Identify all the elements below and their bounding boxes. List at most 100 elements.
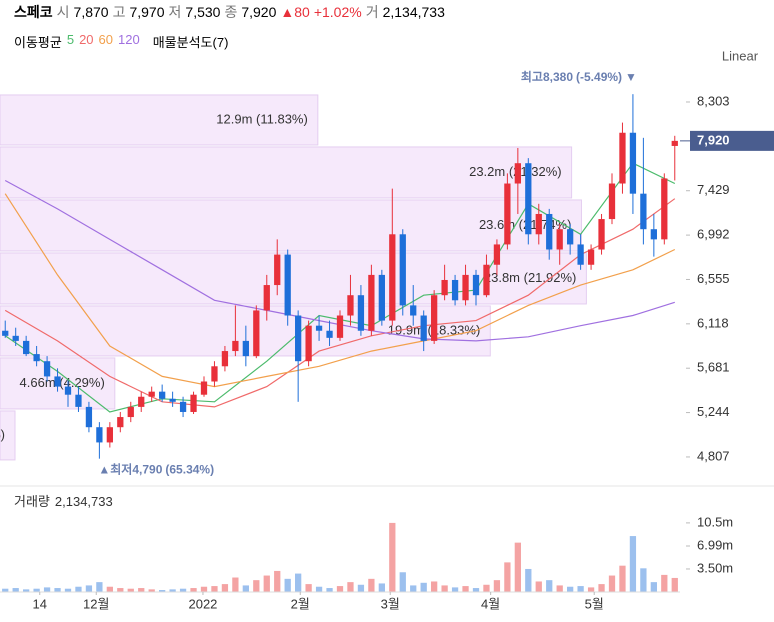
candle-body xyxy=(242,340,249,357)
profile-bar xyxy=(0,146,573,199)
volume-bar xyxy=(493,580,501,592)
high-text: 최고 xyxy=(521,69,543,84)
quote-label: 종 xyxy=(224,4,238,20)
profile-label: 4.66m (4.29%) xyxy=(20,375,105,390)
candle-body xyxy=(117,417,124,428)
candle-body xyxy=(525,163,532,235)
candle-body xyxy=(274,254,281,286)
volume-bar xyxy=(305,584,312,592)
candle-body xyxy=(567,229,574,245)
candle-body xyxy=(33,354,40,362)
volume-bar xyxy=(12,588,19,592)
volume-bar xyxy=(232,577,239,592)
legend-label[interactable]: 이동평균 xyxy=(14,35,62,50)
profile-label: 23.8m (21.92%) xyxy=(484,270,577,285)
candle-body xyxy=(315,325,323,331)
candle-body xyxy=(43,361,51,377)
candle-body xyxy=(347,295,354,316)
candle-body xyxy=(598,219,605,250)
volume-bar xyxy=(399,572,406,592)
candle-body xyxy=(410,305,417,316)
quote-label: 시 xyxy=(56,4,70,20)
moving-average xyxy=(4,193,676,388)
x-tick-label: 2월 xyxy=(291,596,310,611)
candle-body xyxy=(138,396,145,407)
candle-body xyxy=(159,391,166,399)
volume-bar xyxy=(295,573,302,592)
candle-body xyxy=(326,330,333,338)
legend-entry[interactable]: 5 xyxy=(66,32,75,47)
legend-entry[interactable]: 20 xyxy=(79,32,94,47)
volume-bar xyxy=(85,585,93,592)
y-tick-label: 3.50m xyxy=(697,560,733,575)
low-value_label: 4,790 xyxy=(132,463,162,477)
y-tick-label: 8,303 xyxy=(697,93,730,108)
profile-bar xyxy=(0,94,319,146)
candle-body xyxy=(106,427,113,443)
low-marker: ▲ xyxy=(98,463,110,477)
y-tick-label: 6,555 xyxy=(697,271,730,286)
high-value_label: 8,380 xyxy=(543,70,573,84)
quote-value: 7,970 xyxy=(129,4,165,20)
volume-bar xyxy=(514,542,521,592)
volume-bar xyxy=(598,584,605,592)
y-tick-label: 4,807 xyxy=(697,448,730,463)
low-change: (65.34%) xyxy=(165,463,214,477)
candle-body xyxy=(221,351,229,367)
volume-bar xyxy=(357,584,365,592)
volume-bar xyxy=(608,575,616,592)
volume-bar xyxy=(127,588,134,592)
volume-bar xyxy=(117,588,124,592)
legend-entry[interactable]: 60 xyxy=(98,32,114,47)
volume-bar xyxy=(253,580,260,592)
volume-bar xyxy=(179,588,187,592)
candle-body xyxy=(546,213,553,250)
volume-bar xyxy=(368,578,375,592)
candle-body xyxy=(441,279,448,296)
change-pct: +1.02% xyxy=(313,4,362,20)
volume-bar xyxy=(619,565,626,592)
y-tick-label: 5,244 xyxy=(697,404,730,419)
volume-bar xyxy=(169,589,176,592)
candle-body xyxy=(54,376,61,387)
candle-body xyxy=(2,330,9,336)
legend-profile[interactable]: 매물분석도(7) xyxy=(152,35,229,50)
candle-body xyxy=(85,406,93,428)
candle-body xyxy=(514,163,521,184)
volume-bar xyxy=(75,586,82,592)
quote-label: 거 xyxy=(365,4,379,20)
volume-bar xyxy=(326,588,333,592)
volume-bar xyxy=(106,586,113,592)
candle-body xyxy=(232,340,239,352)
volume-bar xyxy=(389,522,396,592)
candle-body xyxy=(420,315,427,341)
volume-bar xyxy=(33,588,40,592)
candle-body xyxy=(629,132,637,194)
volume-bar xyxy=(661,574,668,592)
candle-body xyxy=(556,229,563,250)
candle-body xyxy=(577,244,584,265)
legend-entry[interactable]: 120 xyxy=(118,32,140,47)
volume-bar xyxy=(431,581,438,592)
quote-label: 고 xyxy=(112,4,126,20)
volume-bar xyxy=(420,582,427,592)
candle-body xyxy=(96,427,103,443)
quote-value: 7,920 xyxy=(241,4,277,20)
x-tick-label: 2022 xyxy=(188,596,217,611)
volume-bar xyxy=(221,584,229,592)
volume-bar xyxy=(577,586,584,592)
volume-title: 거래량 2,134,733 xyxy=(14,494,113,509)
scale-toggle[interactable]: Linear xyxy=(722,48,759,63)
candle-body xyxy=(671,140,678,146)
candle-body xyxy=(23,340,30,355)
quote-label: 저 xyxy=(168,4,182,20)
quote-value: 7,870 xyxy=(73,4,109,20)
volume-bar xyxy=(138,588,145,592)
candle-body xyxy=(389,234,396,321)
x-tick-label: 4월 xyxy=(481,596,500,611)
high-marker: ▼ xyxy=(625,70,637,84)
volume-bar xyxy=(483,584,490,592)
candle-body xyxy=(399,234,406,306)
volume-bar xyxy=(629,536,637,592)
profile-label: 609k (0.56%) xyxy=(0,427,5,442)
